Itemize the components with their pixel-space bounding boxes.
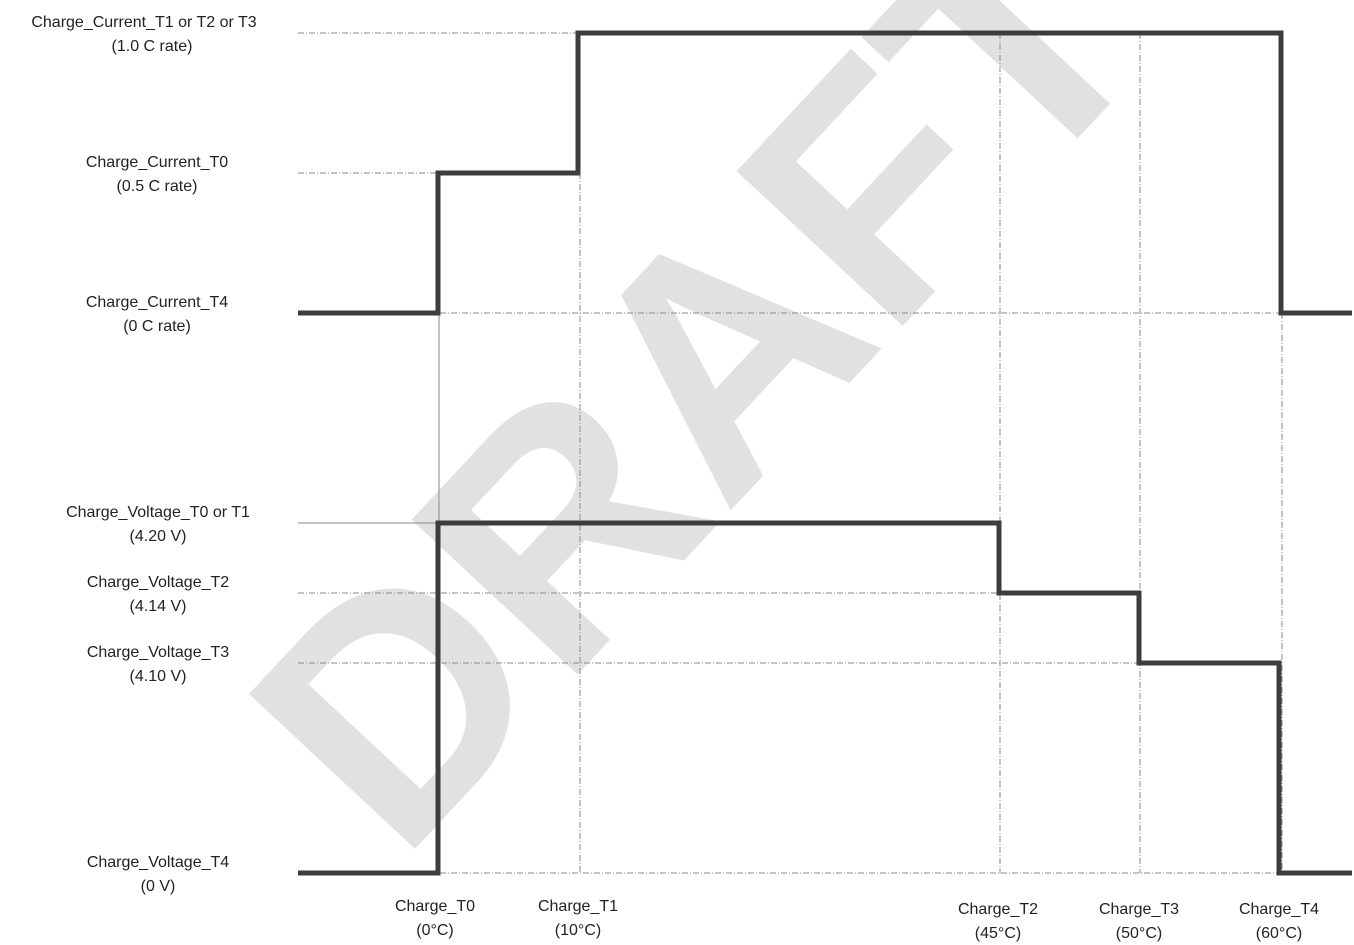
y-label-voltage-t01-value: (4.20 V) bbox=[130, 528, 187, 545]
y-label-current-t123-name: Charge_Current_T1 or T2 or T3 bbox=[31, 14, 256, 31]
y-label-voltage-t4-name: Charge_Voltage_T4 bbox=[87, 854, 229, 871]
y-label-voltage-t2-value: (4.14 V) bbox=[130, 598, 187, 615]
watermark: DRAFT C bbox=[181, 0, 1354, 913]
y-label-current-t4-value: (0 C rate) bbox=[123, 318, 191, 335]
y-labels: Charge_Current_T1 or T2 or T3 (1.0 C rat… bbox=[31, 14, 256, 895]
y-label-voltage-t4-value: (0 V) bbox=[141, 878, 176, 895]
y-label-voltage-t01-name: Charge_Voltage_T0 or T1 bbox=[66, 504, 250, 521]
watermark-text: DRAFT C bbox=[181, 0, 1354, 913]
x-label-t2-value: (45°C) bbox=[975, 925, 1021, 942]
y-label-current-t4-name: Charge_Current_T4 bbox=[86, 294, 228, 311]
x-label-t0-name: Charge_T0 bbox=[395, 898, 475, 915]
x-label-t1-value: (10°C) bbox=[555, 922, 601, 939]
charge-voltage-trace bbox=[298, 520, 1352, 876]
charge-current-trace bbox=[298, 30, 1352, 316]
x-label-t0-value: (0°C) bbox=[416, 922, 454, 939]
y-label-current-t123-value: (1.0 C rate) bbox=[112, 38, 193, 55]
x-labels: Charge_T0 (0°C) Charge_T1 (10°C) Charge_… bbox=[395, 898, 1319, 942]
x-label-t1-name: Charge_T1 bbox=[538, 898, 618, 915]
y-label-voltage-t3-name: Charge_Voltage_T3 bbox=[87, 644, 229, 661]
y-label-voltage-t2-name: Charge_Voltage_T2 bbox=[87, 574, 229, 591]
y-label-voltage-t3-value: (4.10 V) bbox=[130, 668, 187, 685]
solid-connectors bbox=[298, 313, 440, 524]
x-label-t2-name: Charge_T2 bbox=[958, 901, 1038, 918]
y-label-current-t0-value: (0.5 C rate) bbox=[117, 178, 198, 195]
x-label-t4-value: (60°C) bbox=[1256, 925, 1302, 942]
x-label-t3-name: Charge_T3 bbox=[1099, 901, 1179, 918]
x-label-t3-value: (50°C) bbox=[1116, 925, 1162, 942]
y-label-current-t0-name: Charge_Current_T0 bbox=[86, 154, 228, 171]
x-label-t4-name: Charge_T4 bbox=[1239, 901, 1319, 918]
